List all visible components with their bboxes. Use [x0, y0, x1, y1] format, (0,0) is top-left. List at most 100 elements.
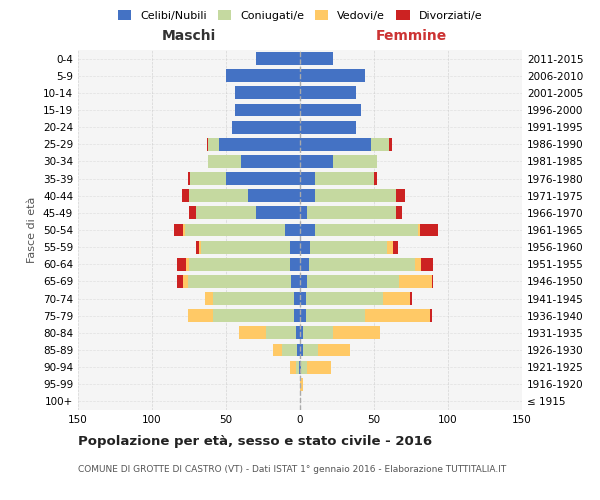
Bar — [301, 360, 307, 374]
Bar — [318, 344, 350, 356]
Bar — [274, 344, 282, 356]
Bar — [256, 206, 300, 220]
Bar — [266, 326, 296, 340]
Bar — [410, 292, 412, 305]
Bar — [383, 292, 410, 305]
Text: COMUNE DI GROTTE DI CASTRO (VT) - Dati ISTAT 1° gennaio 2016 - Elaborazione TUTT: COMUNE DI GROTTE DI CASTRO (VT) - Dati I… — [78, 465, 506, 474]
Bar — [307, 275, 399, 288]
Bar — [218, 138, 300, 150]
Bar — [212, 310, 294, 322]
Bar — [300, 378, 303, 390]
Bar — [183, 275, 188, 288]
Bar — [189, 190, 248, 202]
Bar — [332, 155, 377, 168]
Bar — [315, 190, 396, 202]
Bar — [205, 292, 212, 305]
Bar — [300, 258, 309, 270]
Bar — [310, 240, 388, 254]
Bar — [300, 138, 371, 150]
Text: Femmine: Femmine — [376, 29, 446, 43]
Y-axis label: Fasce di età: Fasce di età — [28, 197, 37, 263]
Bar — [196, 240, 199, 254]
Bar — [303, 344, 318, 356]
Bar — [300, 326, 303, 340]
Bar — [188, 172, 190, 185]
Bar — [235, 104, 300, 117]
Bar — [291, 275, 300, 288]
Bar — [188, 275, 291, 288]
Bar — [332, 326, 380, 340]
Bar — [226, 172, 300, 185]
Bar — [300, 310, 306, 322]
Bar — [208, 138, 218, 150]
Bar — [300, 86, 356, 100]
Legend: Celibi/Nubili, Coniugati/e, Vedovi/e, Divorziati/e: Celibi/Nubili, Coniugati/e, Vedovi/e, Di… — [113, 6, 487, 25]
Bar — [374, 172, 377, 185]
Bar — [296, 326, 300, 340]
Bar — [300, 172, 315, 185]
Bar — [235, 86, 300, 100]
Bar — [186, 258, 189, 270]
Bar — [290, 258, 300, 270]
Bar — [315, 224, 418, 236]
Bar — [199, 240, 201, 254]
Bar — [393, 240, 398, 254]
Bar — [303, 326, 332, 340]
Bar — [418, 224, 420, 236]
Bar — [282, 344, 297, 356]
Bar — [190, 172, 226, 185]
Bar — [208, 155, 241, 168]
Bar — [389, 138, 392, 150]
Bar — [307, 360, 331, 374]
Bar — [212, 292, 294, 305]
Bar — [248, 190, 300, 202]
Bar — [388, 240, 393, 254]
Bar — [300, 120, 356, 134]
Bar — [300, 275, 307, 288]
Bar — [185, 224, 285, 236]
Bar — [300, 344, 303, 356]
Bar — [396, 206, 402, 220]
Text: Maschi: Maschi — [162, 29, 216, 43]
Bar — [420, 224, 437, 236]
Bar — [300, 52, 332, 65]
Bar — [309, 258, 415, 270]
Bar — [432, 275, 433, 288]
Bar — [183, 224, 185, 236]
Bar — [207, 138, 208, 150]
Bar — [196, 206, 256, 220]
Bar — [315, 172, 374, 185]
Bar — [421, 258, 433, 270]
Bar — [177, 258, 186, 270]
Bar — [371, 138, 389, 150]
Bar — [188, 310, 212, 322]
Bar — [300, 360, 301, 374]
Bar — [306, 310, 365, 322]
Bar — [300, 104, 361, 117]
Bar — [297, 344, 300, 356]
Bar — [300, 190, 315, 202]
Bar — [300, 70, 365, 82]
Bar — [177, 275, 183, 288]
Bar — [232, 120, 300, 134]
Bar — [256, 52, 300, 65]
Bar — [189, 258, 290, 270]
Bar — [201, 240, 290, 254]
Bar — [241, 155, 300, 168]
Bar — [174, 224, 183, 236]
Bar — [415, 258, 421, 270]
Bar — [300, 224, 315, 236]
Bar — [307, 206, 396, 220]
Bar — [300, 240, 310, 254]
Bar — [396, 190, 405, 202]
Bar — [296, 360, 299, 374]
Bar — [226, 70, 300, 82]
Bar — [182, 190, 189, 202]
Bar — [290, 360, 296, 374]
Bar — [285, 224, 300, 236]
Bar — [299, 360, 300, 374]
Bar — [300, 206, 307, 220]
Bar — [365, 310, 430, 322]
Bar — [294, 292, 300, 305]
Bar — [294, 310, 300, 322]
